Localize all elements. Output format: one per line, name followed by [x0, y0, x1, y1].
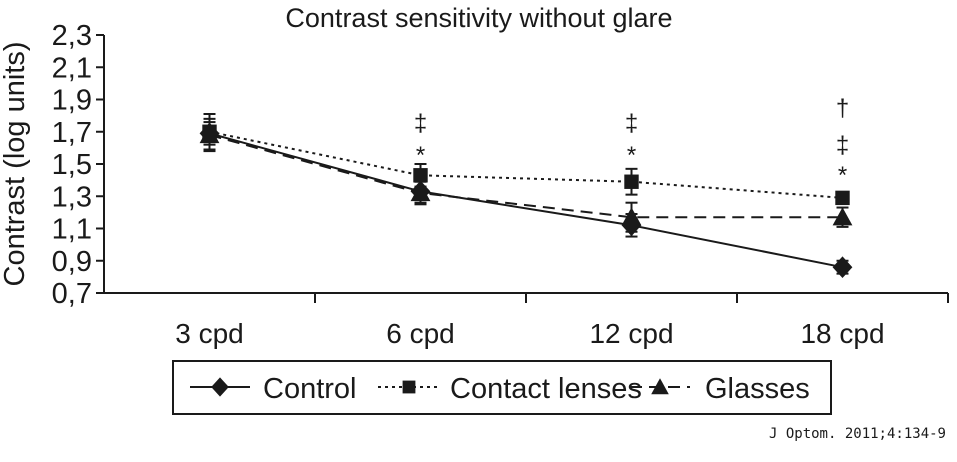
annotation-symbol: ‡: [836, 132, 849, 159]
y-tick-label: 0,9: [52, 246, 92, 278]
chart-title: Contrast sensitivity without glare: [285, 3, 672, 33]
series-line: [209, 130, 843, 199]
y-tick-label: 1,1: [52, 214, 92, 246]
y-tick-label: 1,7: [52, 117, 92, 149]
series-group: [199, 113, 853, 278]
x-tick-label: 18 cpd: [800, 318, 884, 349]
legend-label: Contact lenses: [450, 373, 642, 405]
x-tick-label: 6 cpd: [386, 318, 455, 349]
legend: Control Contact lenses Glasses: [172, 360, 832, 415]
y-tick-label: 2,3: [52, 20, 92, 52]
legend-item-contact-lenses: Contact lenses: [378, 373, 642, 405]
diamond-marker: [211, 377, 229, 397]
annotation-symbol: *: [627, 142, 636, 169]
y-tick-label: 0,7: [52, 278, 92, 310]
significance-annotations: * ‡ * ‡ * ‡ †: [414, 95, 849, 189]
annotation-symbol: ‡: [625, 110, 638, 137]
legend-box: [172, 360, 832, 415]
legend-label: Glasses: [705, 373, 810, 405]
triangle-marker: [621, 207, 642, 226]
series-glasses: [199, 117, 853, 233]
annotation-symbol: ‡: [414, 110, 427, 137]
series-control: [199, 121, 853, 278]
y-tick-label: 1,5: [52, 149, 92, 181]
series-line: [209, 132, 843, 269]
y-tick-label: 2,1: [52, 52, 92, 84]
y-axis-label: Contrast (log units): [0, 42, 31, 287]
y-tick-labels: 0,70,91,11,31,51,71,92,12,3: [52, 20, 92, 310]
y-tick-label: 1,9: [52, 85, 92, 117]
triangle-marker: [651, 378, 669, 395]
legend-item-control: Control: [190, 373, 357, 405]
square-marker: [413, 168, 428, 183]
triangle-marker: [832, 207, 853, 226]
x-tick-labels: 3 cpd 6 cpd 12 cpd 18 cpd: [175, 318, 884, 349]
x-tick-label: 12 cpd: [589, 318, 673, 349]
legend-label: Control: [263, 373, 357, 405]
triangle-marker: [410, 183, 431, 202]
legend-item-glasses: Glasses: [630, 373, 810, 405]
square-marker: [402, 380, 416, 394]
diamond-marker: [832, 256, 853, 278]
triangle-marker: [199, 125, 220, 144]
square-marker: [624, 174, 639, 189]
series-line: [209, 134, 843, 219]
annotation-symbol: *: [838, 162, 847, 189]
axes: [96, 34, 949, 303]
y-tick-label: 1,3: [52, 181, 92, 213]
series-contact-lenses: [202, 113, 850, 206]
square-marker: [835, 190, 850, 206]
x-tick-label: 3 cpd: [175, 318, 244, 349]
annotation-symbol: †: [836, 95, 849, 122]
annotation-symbol: *: [416, 142, 425, 169]
citation: J Optom. 2011;4:134-9: [769, 426, 946, 442]
